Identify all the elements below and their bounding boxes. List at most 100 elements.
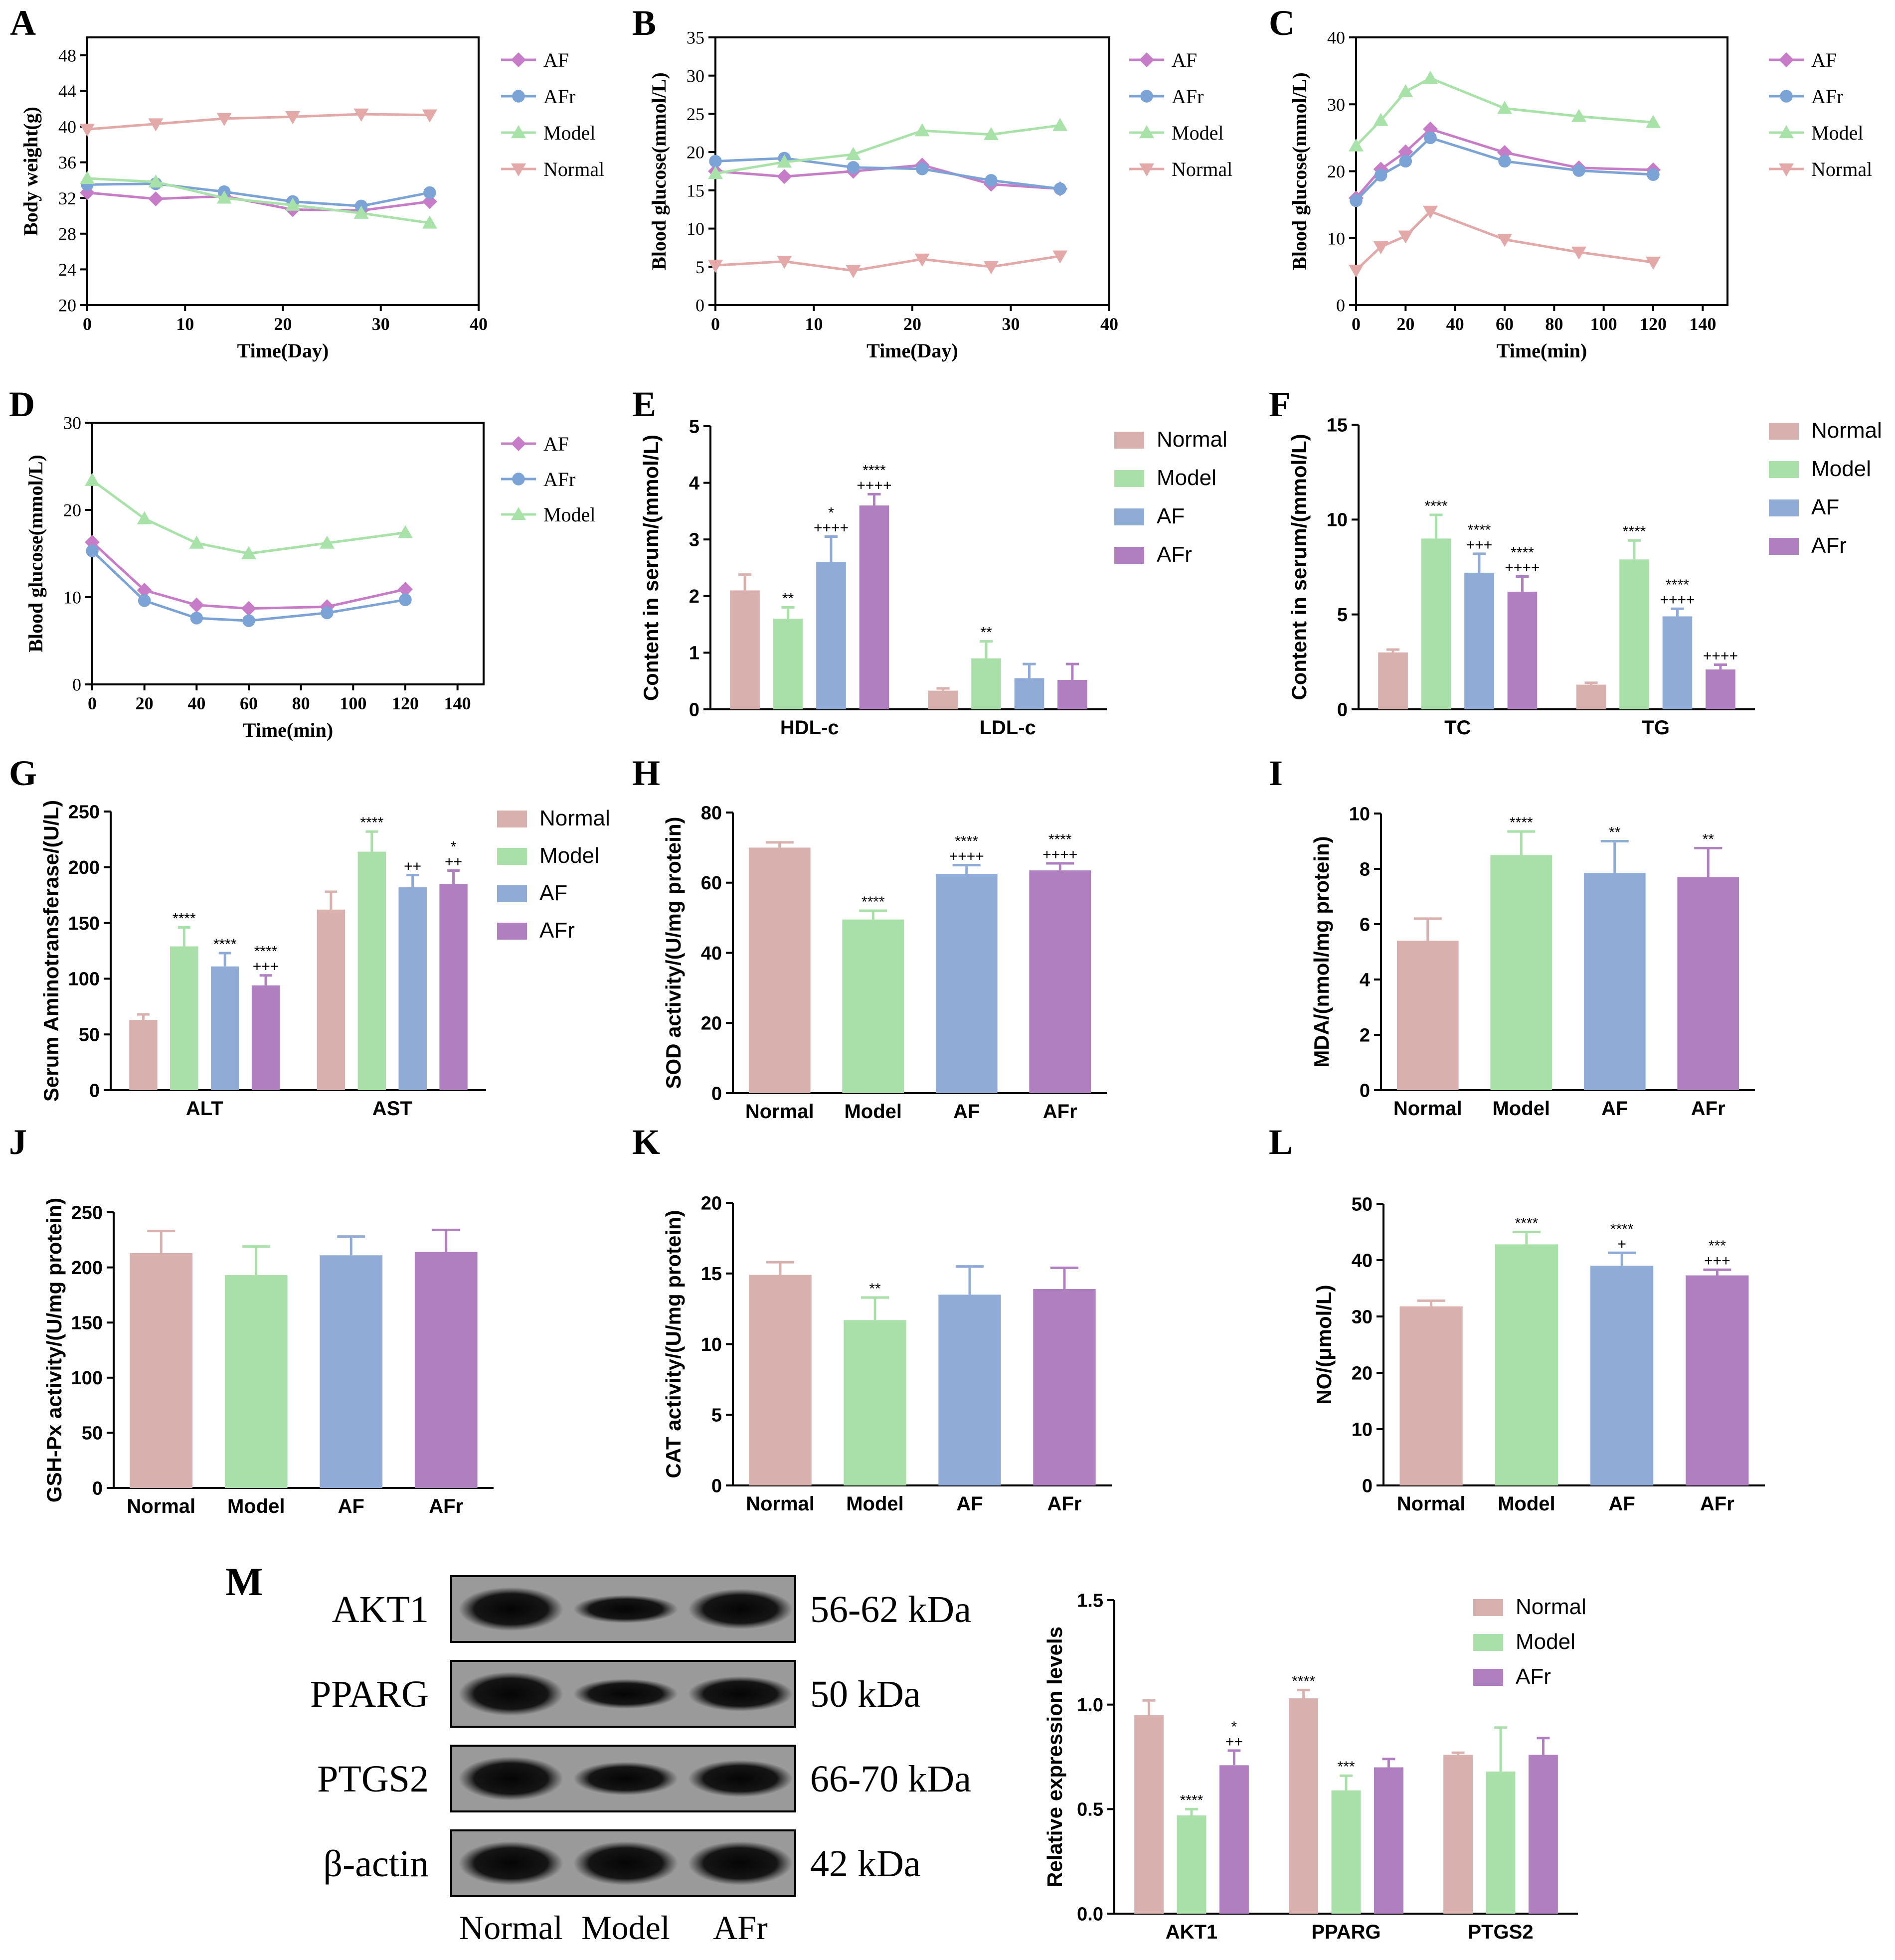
bar-Normal: [1289, 1698, 1319, 1914]
significance-mark: *: [828, 505, 834, 521]
data-point-AFr: [916, 163, 929, 175]
blot-lane-label: Normal: [459, 1909, 563, 1947]
data-point-Model: [422, 215, 437, 229]
y-axis-label: Blood glucose(mmol/L): [648, 72, 670, 270]
data-point-AFr: [86, 544, 99, 557]
x-tick-label: 80: [1545, 314, 1563, 334]
y-tick-label: 0: [1362, 1475, 1373, 1496]
x-axis-label: Time(min): [243, 719, 333, 741]
bar-AFr: [1528, 1755, 1558, 1914]
blot-size-label: 42 kDa: [810, 1843, 921, 1885]
y-axis-label: Blood glucose(mmol/L): [1288, 72, 1311, 270]
y-tick-label: 30: [63, 413, 81, 433]
significance-mark: ++++: [1660, 592, 1695, 608]
panel-L: L01020304050Normal****Model****+AF***+++…: [1269, 1122, 1765, 1515]
panel-K: K 0 5 10 15 20 Normal ** Model AF AFr CAT activity/…: [632, 1122, 1112, 1515]
y-tick-label: 40: [58, 117, 76, 137]
data-point-Normal: [777, 256, 792, 269]
data-point-AFr: [1374, 168, 1387, 182]
panel-M-blot: M AKT1 56-62 kDa PPARG 50 kDa PTGS2 66-70 kDa β…: [225, 1560, 971, 1947]
panel-A: A 20 24 28 32 36 40 44 48 0 10 20 30 40 Time(Day) Body …: [10, 3, 604, 362]
y-tick-label: 40: [701, 943, 722, 964]
significance-mark: ++: [404, 858, 421, 874]
blot-lane-label: Model: [581, 1909, 670, 1947]
y-tick-label: 50: [82, 1423, 103, 1444]
data-point-AF: [189, 597, 204, 613]
data-point-AF: [148, 191, 164, 206]
data-point-Normal: [422, 109, 437, 123]
x-tick-label: 30: [372, 314, 390, 334]
bar-AF: [1014, 678, 1044, 709]
bar-AFr: [1686, 1275, 1749, 1485]
bar-AF: [398, 887, 427, 1090]
data-point-AF: [777, 169, 792, 184]
significance-mark: ++++: [857, 477, 891, 493]
category-label: LDL-c: [980, 717, 1036, 739]
data-point-Model: [984, 127, 999, 141]
legend-swatch-AFr: [1473, 1669, 1503, 1686]
data-point-Model: [1646, 115, 1661, 128]
category-label: Normal: [1393, 1098, 1462, 1120]
blot-protein-label: AKT1: [332, 1589, 429, 1631]
bar-AFr: [414, 1252, 478, 1488]
x-tick-label: 40: [1100, 314, 1118, 334]
bar-Model: [1495, 1244, 1558, 1485]
significance-mark: ++: [1225, 1734, 1243, 1750]
data-point-Normal: [1423, 205, 1438, 219]
y-tick-label: 0: [72, 675, 81, 695]
y-tick-label: 36: [58, 153, 76, 172]
bar-Model: [1486, 1771, 1516, 1914]
bar-Normal: [1443, 1755, 1473, 1914]
legend-marker-Model: [1779, 125, 1794, 139]
data-point-AFr: [1498, 155, 1511, 168]
bar-Model: [357, 851, 386, 1090]
significance-mark: ****: [1510, 815, 1533, 831]
legend-marker-Normal: [511, 163, 526, 176]
y-tick-label: 100: [68, 969, 100, 990]
x-tick-label: 140: [1689, 314, 1716, 334]
blot-band: [573, 1762, 678, 1796]
legend-marker-Model: [511, 125, 526, 139]
bar-Model: [971, 658, 1001, 709]
panel-B: B 0 5 10 15 20 25 30 35 0 10 20 30 40 Time(Day) Blood g…: [632, 3, 1232, 362]
category-label: AF: [953, 1101, 980, 1123]
y-tick-label: 15: [701, 1264, 722, 1285]
significance-mark: +: [1617, 1236, 1626, 1252]
data-point-AF: [422, 194, 437, 209]
blot-band: [688, 1676, 793, 1712]
y-tick-label: 10: [701, 1334, 722, 1355]
data-point-Model: [137, 511, 152, 524]
data-point-AF: [241, 601, 256, 616]
y-tick-label: 3: [689, 530, 699, 551]
bar-Model: [1619, 559, 1649, 709]
y-tick-label: 1: [689, 643, 699, 664]
plot-frame: [91, 422, 485, 685]
y-tick-label: 30: [1352, 1307, 1373, 1327]
y-tick-label: 150: [71, 1313, 103, 1334]
y-tick-label: 48: [58, 45, 76, 65]
category-label: Normal: [127, 1495, 195, 1517]
legend-label-AF: AF: [1811, 495, 1839, 519]
data-point-Normal: [1052, 250, 1068, 264]
blot-band: [459, 1757, 563, 1800]
bar-AFr: [1219, 1765, 1249, 1914]
blot-band: [459, 1841, 563, 1885]
category-label: AKT1: [1166, 1921, 1217, 1943]
bar-AFr: [439, 884, 468, 1090]
x-tick-label: 0: [711, 314, 720, 334]
bar-Model: [1421, 538, 1451, 709]
x-tick-label: 40: [187, 693, 205, 713]
significance-mark: +++: [1466, 537, 1493, 553]
panel-label: L: [1269, 1122, 1293, 1162]
y-tick-label: 0.0: [1077, 1904, 1103, 1925]
plot-frame: [86, 36, 480, 306]
legend-label-AFr: AFr: [1157, 542, 1192, 567]
data-point-Model: [216, 190, 232, 204]
category-label: PTGS2: [1468, 1921, 1533, 1943]
legend-label-AFr: AFr: [1172, 85, 1204, 108]
legend-swatch-Model: [1473, 1634, 1503, 1651]
legend-label-AF: AF: [539, 881, 567, 905]
y-tick-label: 6: [1360, 914, 1370, 935]
data-point-Normal: [1571, 246, 1586, 260]
panel-label: J: [9, 1122, 27, 1162]
